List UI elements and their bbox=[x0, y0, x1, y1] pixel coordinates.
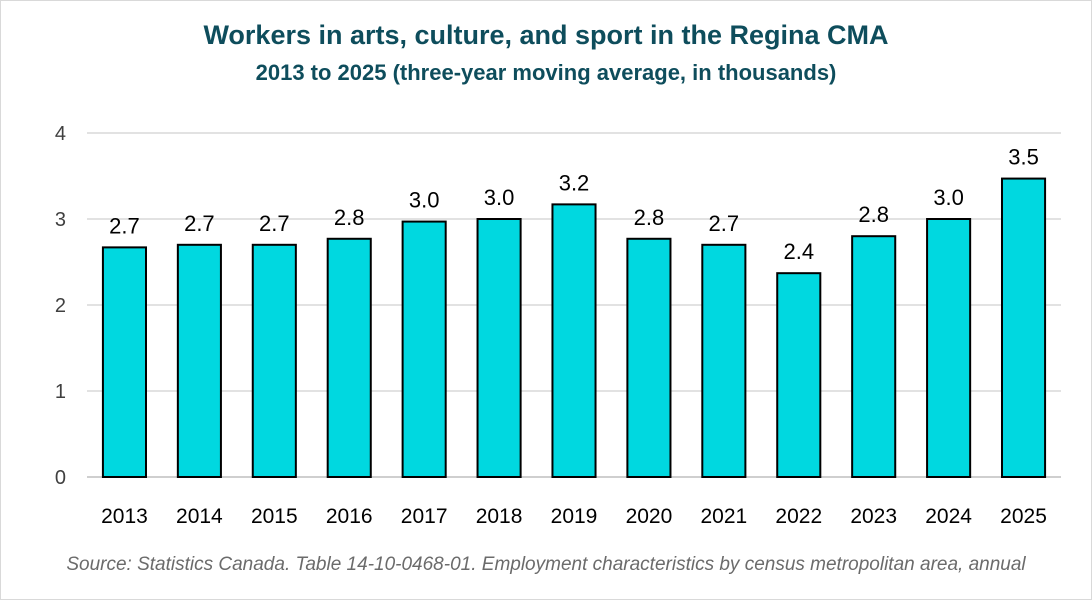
x-tick-label: 2019 bbox=[551, 505, 598, 528]
bar-2017 bbox=[401, 220, 447, 478]
x-tick-label: 2022 bbox=[775, 505, 822, 528]
bar-2014 bbox=[176, 243, 222, 478]
x-tick-label: 2024 bbox=[925, 505, 972, 528]
data-label-2023: 2.8 bbox=[858, 202, 889, 227]
bar-2024 bbox=[926, 218, 972, 478]
source-note: Source: Statistics Canada. Table 14-10-0… bbox=[66, 554, 1026, 575]
bar-2020 bbox=[626, 237, 672, 478]
y-tick-label: 0 bbox=[55, 467, 66, 489]
bar-2023 bbox=[851, 235, 897, 478]
bars bbox=[101, 177, 1047, 479]
x-tick-label: 2023 bbox=[850, 505, 897, 528]
bar-2019 bbox=[551, 203, 597, 478]
x-axis-ticks: 2013 2014 2015 2016 2017 2018 2019 2020 2021 2022… bbox=[101, 505, 1047, 528]
data-labels: 2.7 2.7 2.7 2.8 3.0 3.0 3.2 2.8 2.7 2.4 2.8 3.0 3.5 bbox=[109, 145, 1039, 265]
x-tick-label: 2025 bbox=[1000, 505, 1047, 528]
x-tick-label: 2018 bbox=[476, 505, 523, 528]
data-label-2021: 2.7 bbox=[709, 211, 740, 236]
data-label-2019: 3.2 bbox=[559, 170, 590, 195]
data-label-2020: 2.8 bbox=[634, 205, 665, 230]
data-label-2015: 2.7 bbox=[259, 211, 290, 236]
x-tick-label: 2020 bbox=[626, 505, 673, 528]
data-label-2016: 2.8 bbox=[334, 205, 365, 230]
x-tick-label: 2016 bbox=[326, 505, 373, 528]
bar-2022 bbox=[776, 272, 822, 478]
y-tick-label: 4 bbox=[55, 123, 66, 145]
data-label-2018: 3.0 bbox=[484, 185, 515, 210]
x-tick-label: 2021 bbox=[700, 505, 747, 528]
y-tick-label: 2 bbox=[55, 295, 66, 317]
x-tick-label: 2014 bbox=[176, 505, 223, 528]
y-axis-ticks: 0 1 2 3 4 bbox=[55, 123, 66, 489]
x-tick-label: 2013 bbox=[101, 505, 148, 528]
chart-subtitle: 2013 to 2025 (three-year moving average,… bbox=[255, 60, 837, 85]
chart-title: Workers in arts, culture, and sport in t… bbox=[203, 20, 889, 50]
y-tick-label: 1 bbox=[55, 381, 66, 403]
bar-2016 bbox=[326, 237, 372, 478]
bar-2018 bbox=[476, 218, 522, 478]
x-tick-label: 2015 bbox=[251, 505, 298, 528]
data-label-2025: 3.5 bbox=[1008, 145, 1039, 170]
bar-2025 bbox=[1000, 177, 1047, 479]
x-tick-label: 2017 bbox=[401, 505, 448, 528]
bar-2021 bbox=[701, 243, 747, 478]
bar-2013 bbox=[101, 246, 148, 478]
data-label-2017: 3.0 bbox=[409, 188, 440, 213]
bar-2015 bbox=[251, 243, 297, 478]
data-label-2014: 2.7 bbox=[184, 211, 215, 236]
data-label-2013: 2.7 bbox=[109, 213, 140, 238]
data-label-2024: 3.0 bbox=[933, 185, 964, 210]
data-label-2022: 2.4 bbox=[783, 239, 814, 264]
y-tick-label: 3 bbox=[55, 209, 66, 231]
